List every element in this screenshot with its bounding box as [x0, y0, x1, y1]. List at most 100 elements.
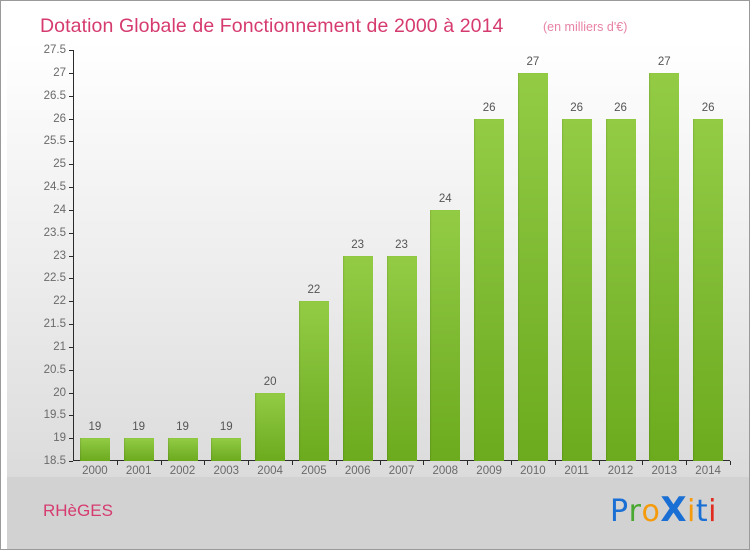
y-axis-tick	[69, 278, 73, 280]
x-axis-label: 2006	[344, 465, 371, 477]
bar[interactable]	[561, 118, 592, 461]
logo-letter: P	[610, 494, 629, 529]
bar-value-label: 20	[263, 375, 277, 388]
y-axis-label: 27	[53, 66, 66, 79]
x-axis-label: 2008	[432, 465, 459, 477]
y-axis-label: 27.5	[43, 44, 66, 56]
bar[interactable]	[386, 255, 417, 461]
y-axis-label: 21	[53, 340, 66, 353]
proxiti-logo[interactable]: ProXiti	[610, 493, 717, 529]
y-axis-tick	[69, 118, 73, 120]
x-axis-tick	[161, 461, 162, 465]
x-axis-tick	[555, 461, 556, 465]
bar[interactable]	[298, 301, 329, 461]
bar-value-label: 19	[176, 421, 189, 434]
bar[interactable]	[693, 118, 724, 461]
x-axis-label: 2010	[520, 465, 546, 477]
y-axis-label: 24	[53, 203, 66, 216]
x-axis-label: 2013	[651, 465, 678, 477]
bar[interactable]	[517, 72, 548, 461]
entity-name: RHèGES	[43, 501, 113, 520]
y-axis-tick	[69, 141, 73, 143]
x-axis-tick	[599, 461, 600, 465]
y-axis-label: 25.5	[43, 135, 66, 148]
y-axis-tick	[69, 72, 73, 74]
bar-value-label: 22	[307, 284, 321, 297]
x-axis-label: 2011	[564, 465, 590, 477]
bar[interactable]	[211, 438, 242, 461]
bar[interactable]	[474, 118, 505, 461]
bar-value-label: 26	[614, 101, 627, 114]
bar[interactable]	[649, 72, 680, 461]
x-axis-tick	[292, 461, 293, 465]
x-axis-tick	[117, 461, 118, 465]
x-axis-tick	[511, 461, 512, 465]
y-axis-tick	[69, 415, 73, 417]
y-axis-label: 21.5	[43, 318, 66, 330]
bar[interactable]	[79, 438, 110, 461]
y-axis-tick	[69, 392, 73, 394]
x-axis-label: 2007	[388, 465, 415, 477]
logo-letter: i	[687, 494, 696, 529]
x-axis-tick	[467, 461, 468, 465]
y-axis-label: 20.5	[43, 363, 66, 376]
x-axis-tick	[730, 461, 731, 465]
bar-chart: 27.5 27 26.5 26 25.5 25 24.5 24 23.5 23 22.5 22 21.5…	[44, 44, 731, 477]
y-axis-label: 26.5	[43, 89, 66, 102]
bar-value-label: 27	[657, 55, 671, 68]
bar-value-label: 19	[132, 421, 146, 434]
x-axis-tick	[248, 461, 249, 465]
page-title: Dotation Globale de Fonctionnement de 20…	[40, 15, 504, 37]
x-axis-tick	[336, 461, 337, 465]
bar[interactable]	[123, 438, 154, 461]
y-axis-tick	[69, 232, 73, 234]
x-axis-label: 2014	[695, 465, 721, 477]
y-axis-tick	[69, 461, 73, 462]
y-axis-tick	[69, 209, 73, 211]
x-axis-label: 2009	[476, 465, 502, 477]
logo-letter: r	[628, 494, 642, 529]
x-axis-label: 2012	[607, 465, 634, 477]
bar[interactable]	[167, 438, 198, 461]
y-axis-label: 19.5	[43, 409, 66, 422]
y-axis-label: 22.5	[43, 272, 66, 285]
bar-value-label: 19	[219, 421, 233, 434]
y-axis-tick	[69, 369, 73, 371]
y-axis-label: 26	[53, 112, 66, 125]
y-axis-tick	[69, 164, 73, 166]
x-axis-label: 2002	[169, 465, 196, 477]
y-axis-tick	[69, 50, 73, 51]
plot-area: 27.5 27 26.5 26 25.5 25 24.5 24 23.5 23 22.5 22 21.5…	[7, 43, 749, 477]
bar[interactable]	[255, 392, 286, 461]
bar[interactable]	[342, 255, 373, 461]
x-axis-label: 2000	[82, 465, 108, 477]
x-axis-tick	[686, 461, 687, 465]
y-axis-label: 18.5	[43, 455, 66, 467]
x-axis-label: 2004	[257, 465, 283, 477]
y-axis-tick	[69, 324, 73, 325]
x-axis-label: 2001	[125, 465, 152, 477]
y-axis-label: 25	[53, 158, 66, 171]
bar-value-label: 27	[526, 55, 540, 68]
chart-header: Dotation Globale de Fonctionnement de 20…	[7, 7, 749, 43]
bar[interactable]	[605, 118, 636, 461]
y-axis-label: 22	[53, 295, 66, 308]
x-axis-tick	[380, 461, 381, 465]
logo-letter: t	[695, 494, 709, 529]
y-axis-tick	[69, 187, 73, 188]
y-axis-line	[73, 50, 74, 461]
y-axis-label: 20	[53, 386, 66, 399]
bar-value-label: 19	[88, 421, 102, 434]
logo-letter: X	[660, 490, 688, 530]
y-axis-tick	[69, 95, 73, 97]
x-axis-tick	[423, 461, 424, 465]
y-axis-tick	[69, 301, 73, 303]
bar-value-label: 26	[570, 101, 584, 114]
x-axis-label: 2003	[213, 465, 240, 477]
y-axis-tick	[69, 255, 73, 257]
x-axis-label: 2005	[301, 465, 327, 477]
bar[interactable]	[430, 209, 461, 461]
bar-value-label: 23	[351, 238, 365, 251]
y-axis-label: 24.5	[43, 181, 66, 193]
